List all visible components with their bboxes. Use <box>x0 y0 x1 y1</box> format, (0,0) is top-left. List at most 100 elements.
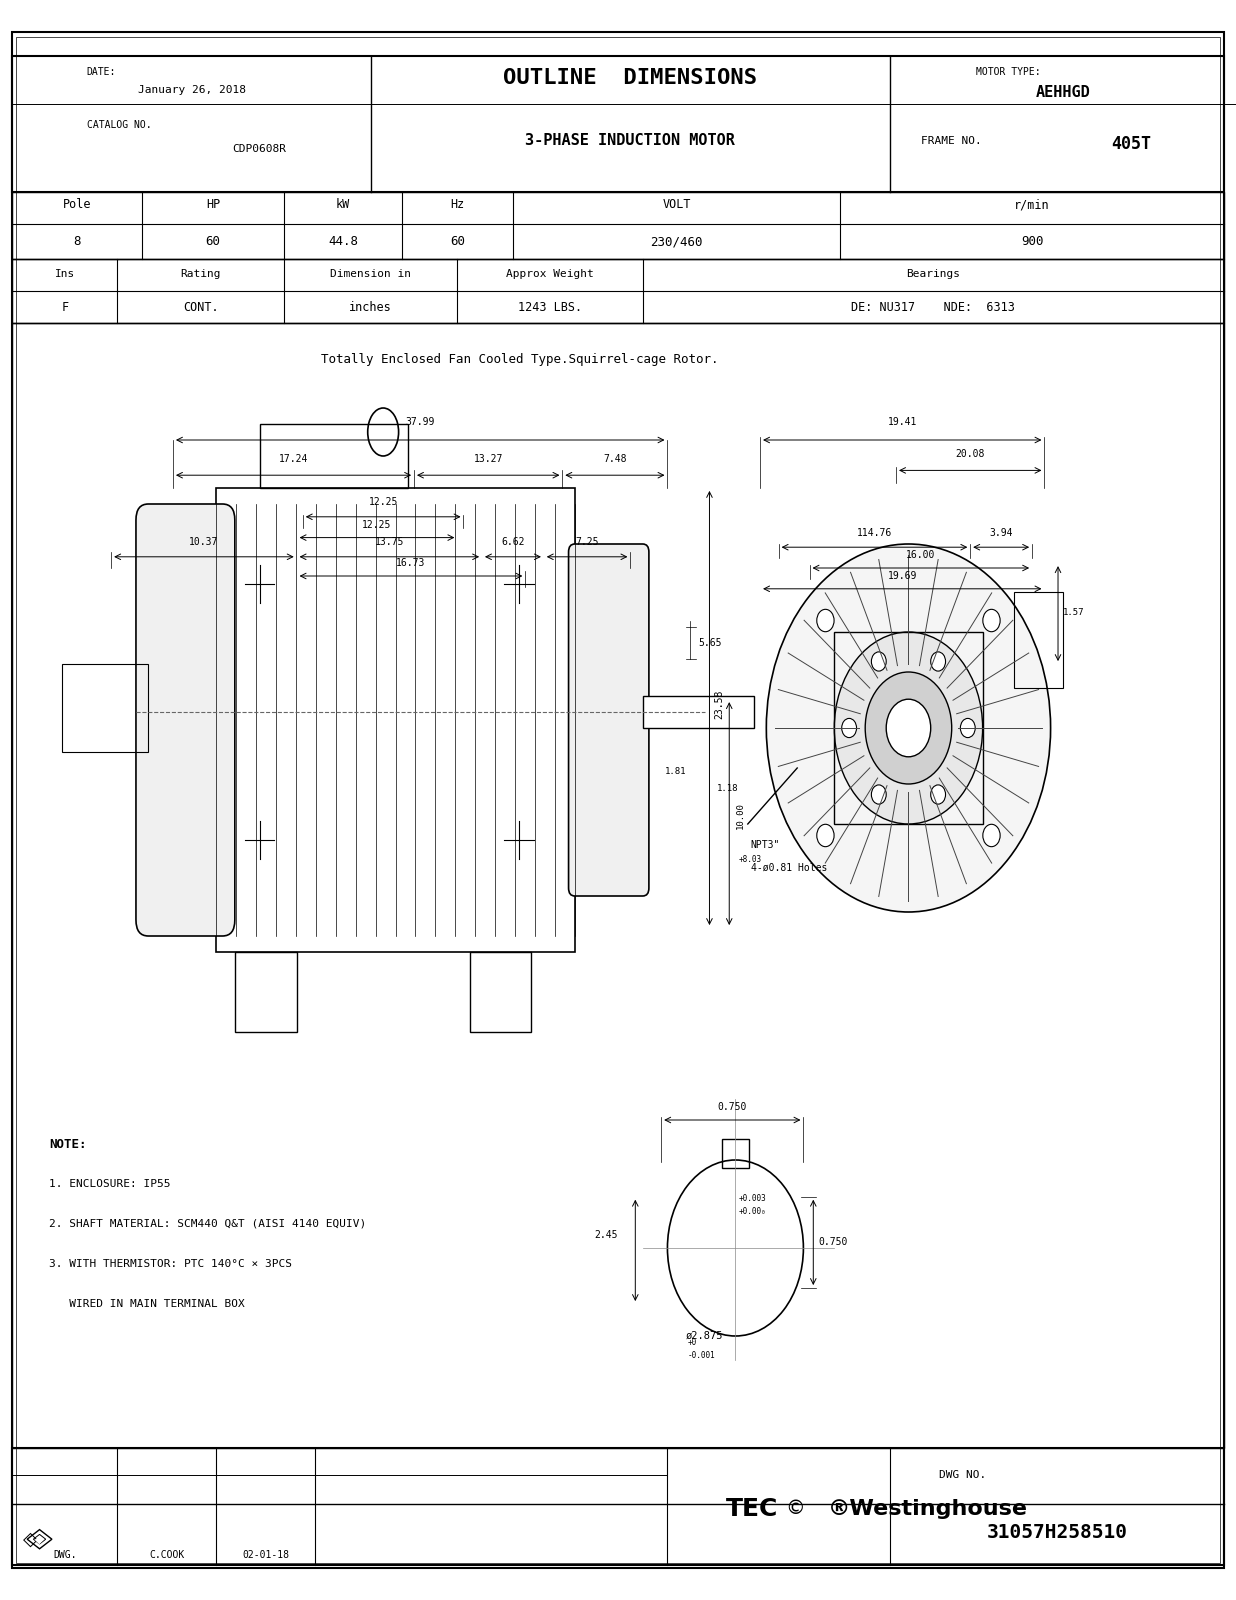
Text: r/min: r/min <box>1015 198 1049 211</box>
Circle shape <box>871 651 886 670</box>
Text: 44.8: 44.8 <box>328 235 358 248</box>
Text: 8: 8 <box>73 235 82 248</box>
Text: January 26, 2018: January 26, 2018 <box>137 85 246 94</box>
Text: 10.00: 10.00 <box>735 803 744 829</box>
Text: 2.45: 2.45 <box>595 1230 618 1240</box>
Bar <box>643 696 754 728</box>
Text: ø2.875: ø2.875 <box>686 1331 723 1341</box>
Text: 6.62: 6.62 <box>501 538 525 547</box>
Text: DATE:: DATE: <box>87 67 116 77</box>
Bar <box>834 632 983 824</box>
Text: Dimension in: Dimension in <box>330 269 412 278</box>
Text: HP: HP <box>206 198 220 211</box>
Circle shape <box>931 786 946 805</box>
Text: +0.00₀: +0.00₀ <box>739 1206 766 1216</box>
Text: 31057H258510: 31057H258510 <box>986 1523 1127 1542</box>
Text: F: F <box>62 301 68 314</box>
Text: CONT.: CONT. <box>183 301 219 314</box>
Text: 12.25: 12.25 <box>368 498 398 507</box>
Text: Hz: Hz <box>450 198 465 211</box>
Bar <box>1014 592 1063 688</box>
Text: 20.08: 20.08 <box>955 450 985 459</box>
Bar <box>470 952 531 1032</box>
Text: 1243 LBS.: 1243 LBS. <box>518 301 582 314</box>
Bar <box>12 192 1224 259</box>
Text: C.COOK: C.COOK <box>150 1550 184 1560</box>
Text: Pole: Pole <box>63 198 91 211</box>
Text: 37.99: 37.99 <box>405 418 435 427</box>
Text: 405T: 405T <box>1111 134 1151 154</box>
Text: VOLT: VOLT <box>662 198 691 211</box>
Text: 3-PHASE INDUCTION MOTOR: 3-PHASE INDUCTION MOTOR <box>525 133 735 149</box>
Text: ◇: ◇ <box>23 1530 38 1549</box>
Bar <box>12 323 1224 1448</box>
Text: +0: +0 <box>687 1338 696 1347</box>
Text: 0.750: 0.750 <box>818 1237 848 1246</box>
Text: DWG NO.: DWG NO. <box>939 1470 986 1480</box>
Bar <box>216 488 575 952</box>
Text: 16.73: 16.73 <box>397 558 425 568</box>
Circle shape <box>886 699 931 757</box>
Text: Bearings: Bearings <box>906 269 960 278</box>
Text: Rating: Rating <box>180 269 221 278</box>
Text: +8.03: +8.03 <box>739 854 763 864</box>
Text: kW: kW <box>336 198 350 211</box>
Bar <box>235 952 297 1032</box>
Circle shape <box>960 718 975 738</box>
Text: OUTLINE  DIMENSIONS: OUTLINE DIMENSIONS <box>503 69 758 88</box>
Text: MOTOR TYPE:: MOTOR TYPE: <box>976 67 1041 77</box>
Text: +0.003: +0.003 <box>739 1194 766 1203</box>
Circle shape <box>667 1160 803 1336</box>
Text: 16.00: 16.00 <box>906 550 936 560</box>
Text: 0.750: 0.750 <box>717 1102 747 1112</box>
FancyBboxPatch shape <box>569 544 649 896</box>
Text: 7.48: 7.48 <box>603 454 627 464</box>
Text: 60: 60 <box>450 235 465 248</box>
Text: inches: inches <box>350 301 392 314</box>
Text: AEHHGD: AEHHGD <box>1036 85 1090 101</box>
Text: 1.18: 1.18 <box>717 784 738 794</box>
Text: 13.27: 13.27 <box>473 454 503 464</box>
Circle shape <box>842 718 857 738</box>
Text: DE: NU317    NDE:  6313: DE: NU317 NDE: 6313 <box>852 301 1015 314</box>
Circle shape <box>834 632 983 824</box>
Text: 19.69: 19.69 <box>887 571 917 581</box>
Text: 7.25: 7.25 <box>575 538 599 547</box>
Text: 19.41: 19.41 <box>887 418 917 427</box>
Circle shape <box>865 672 952 784</box>
Text: 60: 60 <box>205 235 221 248</box>
Text: NOTE:: NOTE: <box>49 1138 87 1150</box>
Text: FRAME NO.: FRAME NO. <box>921 136 981 146</box>
Circle shape <box>983 610 1000 632</box>
Text: 17.24: 17.24 <box>279 454 308 464</box>
Text: 13.75: 13.75 <box>375 538 404 547</box>
Text: ◆: ◆ <box>36 1534 43 1544</box>
Text: 114.76: 114.76 <box>857 528 892 538</box>
Text: CDP0608R: CDP0608R <box>232 144 287 154</box>
Text: -0.001: -0.001 <box>687 1350 714 1360</box>
Bar <box>260 424 408 488</box>
Circle shape <box>817 610 834 632</box>
Circle shape <box>817 824 834 846</box>
Bar <box>62 664 148 752</box>
Bar <box>12 259 1224 323</box>
Text: 02-01-18: 02-01-18 <box>242 1550 289 1560</box>
Text: TEC: TEC <box>727 1498 779 1520</box>
Text: 1.81: 1.81 <box>665 766 686 776</box>
Text: 12.25: 12.25 <box>362 520 392 530</box>
Text: DWG.: DWG. <box>53 1550 78 1560</box>
Text: 230/460: 230/460 <box>650 235 703 248</box>
Text: 900: 900 <box>1021 235 1043 248</box>
Circle shape <box>766 544 1051 912</box>
Circle shape <box>871 786 886 805</box>
Text: 4-ø0.81 Holes: 4-ø0.81 Holes <box>751 862 828 872</box>
Circle shape <box>931 651 946 670</box>
Text: 1. ENCLOSURE: IP55: 1. ENCLOSURE: IP55 <box>49 1179 171 1189</box>
Text: WIRED IN MAIN TERMINAL BOX: WIRED IN MAIN TERMINAL BOX <box>49 1299 245 1309</box>
Text: ©: © <box>785 1499 805 1518</box>
Text: 2. SHAFT MATERIAL: SCM440 Q&T (AISI 4140 EQUIV): 2. SHAFT MATERIAL: SCM440 Q&T (AISI 4140… <box>49 1219 367 1229</box>
Text: 10.37: 10.37 <box>189 538 219 547</box>
Text: ®Westinghouse: ®Westinghouse <box>828 1499 1028 1518</box>
Circle shape <box>983 824 1000 846</box>
Text: 23.58: 23.58 <box>714 690 724 718</box>
